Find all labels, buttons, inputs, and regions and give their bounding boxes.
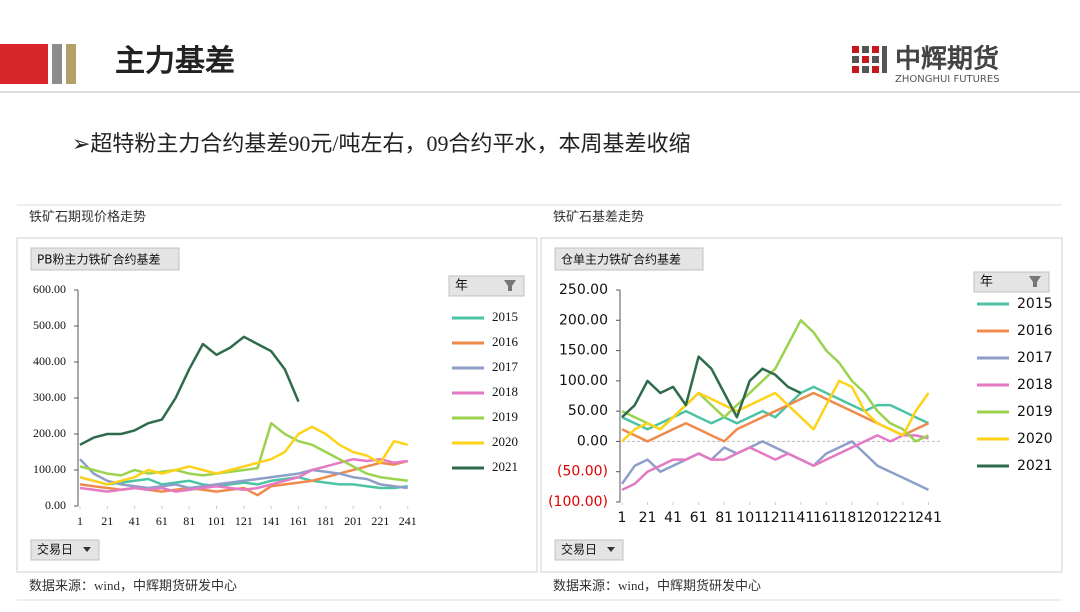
x-tick-label: 181 xyxy=(839,510,866,526)
y-tick-label: 0.00 xyxy=(45,498,66,512)
chart-title: PB粉主力铁矿合约基差 xyxy=(37,252,160,267)
series-line xyxy=(79,458,408,490)
x-tick-label: 81 xyxy=(715,510,733,526)
series-line xyxy=(79,457,408,493)
logo-subtext: ZHONGHUI FUTURES xyxy=(895,74,1000,85)
chart-source: 数据来源：wind，中辉期货研发中心 xyxy=(29,578,237,593)
series-line xyxy=(79,335,300,446)
chart-caption: 铁矿石期现价格走势 xyxy=(29,209,146,224)
logo-icon xyxy=(852,46,887,73)
x-tick-label: 221 xyxy=(890,510,917,526)
series-line xyxy=(621,379,930,443)
legend-title: 年 xyxy=(980,275,993,290)
x-tick-label: 61 xyxy=(690,510,708,526)
legend-label: 2016 xyxy=(1017,323,1053,339)
logo-text: 中辉期货 xyxy=(895,44,999,75)
series-line xyxy=(79,475,408,490)
axis-button[interactable] xyxy=(554,539,624,561)
x-tick-label: 161 xyxy=(289,514,307,528)
x-tick-label: 1 xyxy=(77,514,83,528)
filter-icon xyxy=(504,280,516,291)
chart-title: 仓单主力铁矿合约基差 xyxy=(561,252,681,267)
y-tick-label: 100.00 xyxy=(33,462,66,476)
y-tick-label: 150.00 xyxy=(559,343,608,359)
header-bar xyxy=(52,44,62,84)
legend-label: 2018 xyxy=(1017,377,1053,393)
title-button xyxy=(30,247,180,271)
legend-label: 2020 xyxy=(492,434,518,449)
series-line xyxy=(621,434,929,492)
y-tick-label: 100.00 xyxy=(559,373,608,389)
x-tick-label: 141 xyxy=(787,510,814,526)
legend-label: 2021 xyxy=(492,459,518,474)
legend-label: 2016 xyxy=(492,334,519,349)
title-button xyxy=(554,247,704,271)
y-tick-label: 200.00 xyxy=(33,426,66,440)
legend-label: 2020 xyxy=(1017,431,1053,447)
y-tick-label: 200.00 xyxy=(559,312,608,328)
x-tick-label: 201 xyxy=(864,510,891,526)
y-tick-label: 250.00 xyxy=(559,282,608,298)
chart-panel xyxy=(540,237,1063,573)
x-tick-label: 81 xyxy=(183,514,195,528)
chart-source: 数据来源：wind，中辉期货研发中心 xyxy=(553,578,761,593)
series-line xyxy=(79,421,408,483)
y-tick-label: 400.00 xyxy=(33,354,66,368)
y-tick-label: (50.00) xyxy=(557,464,608,480)
x-tick-label: 61 xyxy=(156,514,168,528)
legend-label: 2017 xyxy=(1017,350,1053,366)
x-axis-label: 交易日 xyxy=(561,542,597,557)
x-tick-label: 21 xyxy=(639,510,657,526)
x-tick-label: 1 xyxy=(618,510,627,526)
x-tick-label: 101 xyxy=(736,510,763,526)
slide-title: 主力基差 xyxy=(115,45,235,78)
legend-title: 年 xyxy=(455,279,468,294)
x-tick-label: 241 xyxy=(399,514,417,528)
series-line xyxy=(79,425,409,486)
legend-label: 2018 xyxy=(492,384,518,399)
legend-label: 2019 xyxy=(1017,404,1053,420)
x-tick-label: 41 xyxy=(664,510,682,526)
x-tick-label: 141 xyxy=(262,514,280,528)
legend-label: 2019 xyxy=(492,409,518,424)
x-tick-label: 241 xyxy=(915,510,942,526)
header-bar xyxy=(66,44,76,84)
legend-label: 2017 xyxy=(492,359,519,374)
y-tick-label: 0.00 xyxy=(577,433,608,449)
y-tick-label: (100.00) xyxy=(548,494,608,510)
x-tick-label: 41 xyxy=(129,514,141,528)
x-tick-label: 121 xyxy=(762,510,789,526)
x-tick-label: 21 xyxy=(101,514,113,528)
chart-caption: 铁矿石基差走势 xyxy=(553,209,644,224)
legend-label: 2021 xyxy=(1017,458,1053,474)
y-tick-label: 300.00 xyxy=(33,390,66,404)
header-bar xyxy=(0,44,48,84)
dropdown-icon xyxy=(607,547,615,552)
y-tick-label: 600.00 xyxy=(33,282,66,296)
filter-icon xyxy=(1029,276,1041,287)
legend-label: 2015 xyxy=(492,309,518,324)
x-tick-label: 121 xyxy=(235,514,253,528)
x-tick-label: 101 xyxy=(208,514,226,528)
x-tick-label: 201 xyxy=(344,514,362,528)
bullet-text: ➢超特粉主力合约基差90元/吨左右，09合约平水，本周基差收缩 xyxy=(72,131,691,156)
y-tick-label: 500.00 xyxy=(33,318,66,332)
legend-label: 2015 xyxy=(1017,296,1053,312)
x-tick-label: 161 xyxy=(813,510,840,526)
y-tick-label: 50.00 xyxy=(568,403,608,419)
dropdown-icon xyxy=(83,547,91,552)
series-line xyxy=(620,440,930,492)
x-axis-label: 交易日 xyxy=(37,542,73,557)
x-tick-label: 221 xyxy=(371,514,389,528)
x-tick-label: 181 xyxy=(317,514,335,528)
series-line xyxy=(621,355,802,419)
axis-button[interactable] xyxy=(30,539,100,561)
